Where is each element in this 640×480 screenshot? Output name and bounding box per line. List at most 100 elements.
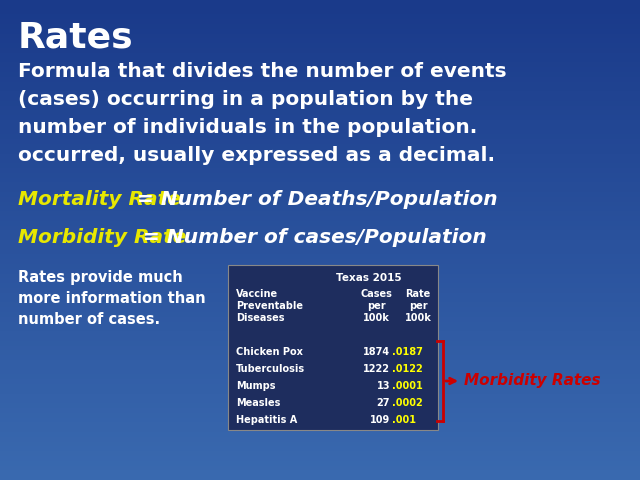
Bar [0,470,640,475]
Bar [0,446,640,451]
Bar [0,72,640,77]
Bar [0,130,640,134]
Text: Morbidity Rate: Morbidity Rate [18,228,186,247]
Bar [0,154,640,158]
Bar [0,451,640,456]
Bar [0,437,640,442]
Text: Chicken Pox: Chicken Pox [236,347,303,357]
Bar [0,475,640,480]
Text: .0002: .0002 [392,398,423,408]
Text: 1222: 1222 [363,364,390,374]
Text: Rates provide much
more information than
number of cases.: Rates provide much more information than… [18,270,205,327]
Bar [0,365,640,370]
Bar [0,461,640,466]
Text: = Number of cases/Population: = Number of cases/Population [136,228,487,247]
Bar [0,182,640,187]
Bar [0,418,640,422]
Bar [0,53,640,58]
Bar [0,178,640,182]
Bar [0,384,640,389]
Bar [0,398,640,403]
Bar [0,240,640,245]
Text: Vaccine
Preventable
Diseases: Vaccine Preventable Diseases [236,289,303,323]
Bar [228,265,438,430]
Bar [0,254,640,259]
Bar [0,163,640,168]
Bar [0,302,640,307]
Bar [0,211,640,216]
Bar [0,379,640,384]
Bar [0,67,640,72]
Bar [0,413,640,418]
Text: Mortality Rate: Mortality Rate [18,190,181,209]
Bar [0,278,640,283]
Bar [0,293,640,298]
Bar [0,235,640,240]
Bar [0,422,640,427]
Bar [0,245,640,250]
Bar [0,106,640,110]
Bar [0,139,640,144]
Bar [0,43,640,48]
Bar [0,115,640,120]
Bar [0,322,640,326]
Bar [0,38,640,43]
Text: .001: .001 [392,415,416,425]
Bar [0,24,640,29]
Bar [0,192,640,197]
Bar [0,144,640,149]
Bar [0,173,640,178]
Bar [0,298,640,302]
Bar [0,62,640,67]
Bar [0,307,640,312]
Text: 13: 13 [376,381,390,391]
Bar [0,96,640,101]
Bar [0,221,640,226]
Bar [0,456,640,461]
Text: Morbidity Rates: Morbidity Rates [464,373,600,388]
Bar [0,5,640,10]
Bar [0,269,640,274]
Text: Rate
per
100k: Rate per 100k [404,289,431,323]
Bar [0,158,640,163]
Bar [0,336,640,341]
Bar [0,360,640,365]
Bar [0,312,640,317]
Bar [0,48,640,53]
Bar [0,394,640,398]
Text: Hepatitis A: Hepatitis A [236,415,297,425]
Text: .0187: .0187 [392,347,423,357]
Text: 109: 109 [370,415,390,425]
Bar [0,91,640,96]
Bar [0,206,640,211]
Bar [0,58,640,62]
Bar [0,187,640,192]
Bar [0,82,640,86]
Text: Formula that divides the number of events: Formula that divides the number of event… [18,62,507,81]
Bar [0,326,640,331]
Bar [0,403,640,408]
Text: = Number of Deaths/Population: = Number of Deaths/Population [130,190,498,209]
Bar [0,202,640,206]
Bar [0,34,640,38]
Bar [0,288,640,293]
Bar [0,216,640,221]
Bar [0,19,640,24]
Bar [0,110,640,115]
Text: Cases
per
100k: Cases per 100k [360,289,392,323]
Text: 27: 27 [376,398,390,408]
Bar [0,374,640,379]
Text: .0001: .0001 [392,381,423,391]
Bar [0,355,640,360]
Text: (cases) occurring in a population by the: (cases) occurring in a population by the [18,90,473,109]
Bar [0,197,640,202]
Bar [0,370,640,374]
Bar [0,264,640,269]
Bar [0,134,640,139]
Text: Mumps: Mumps [236,381,275,391]
Bar [0,408,640,413]
Bar [0,230,640,235]
Text: number of individuals in the population.: number of individuals in the population. [18,118,477,137]
Text: Tuberculosis: Tuberculosis [236,364,305,374]
Bar [0,149,640,154]
